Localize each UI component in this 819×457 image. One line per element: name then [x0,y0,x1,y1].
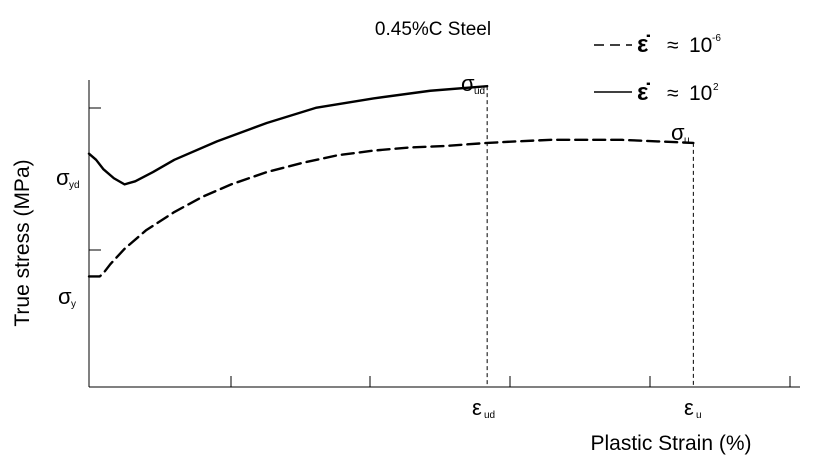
epsilon-ud-base: ε [472,395,482,420]
legend-solid-exponent: 2 [713,82,719,93]
sigma-yd-annotation: σ yd [56,165,80,191]
legend-entry-solid: ε̇ ≈ 10 2 [594,79,719,106]
axes [88,80,800,388]
legend-dashed-base: 10 [689,34,712,57]
epsilon-ud-annotation: ε ud [472,395,495,421]
epsilon-u-subscript: u [696,410,702,421]
dashed-series-line [87,138,695,278]
solid-series-line [87,84,489,186]
y-axis-label: True stress (MPa) [11,159,34,326]
epsilon-ud-subscript: ud [484,410,495,421]
legend-dashed-relation: ≈ [667,34,679,57]
legend-solid-epsilon: ε̇ [637,79,650,106]
legend-entry-dashed: ε̇ ≈ 10 -6 [594,31,721,58]
epsilon-u-annotation: ε u [684,395,702,421]
legend: ε̇ ≈ 10 -6 ε̇ ≈ 10 2 [594,31,721,106]
legend-solid-relation: ≈ [667,82,679,105]
sigma-ud-annotation: σ ud [461,71,485,97]
sigma-u-subscript: u [684,135,690,146]
x-axis-label: Plastic Strain (%) [590,432,751,455]
reference-lines [486,86,694,387]
sigma-y-annotation: σ y [58,284,76,310]
sigma-u-annotation: σ u [671,120,690,146]
sigma-u-base: σ [671,120,685,145]
chart-title: 0.45%C Steel [375,19,491,40]
sigma-ud-subscript: ud [474,86,485,97]
legend-dashed-exponent: -6 [712,33,721,44]
sigma-ud-base: σ [461,71,475,96]
sigma-y-subscript: y [71,299,76,310]
legend-dashed-epsilon: ε̇ [637,31,650,58]
legend-solid-base: 10 [689,82,712,105]
sigma-yd-base: σ [56,165,70,190]
sigma-yd-subscript: yd [69,180,80,191]
annotation-layer: σ ud σ u σ yd σ y ε ud ε u [56,71,702,421]
sigma-y-base: σ [58,284,72,309]
series-layer [87,84,695,278]
epsilon-u-base: ε [684,395,694,420]
title-layer: 0.45%C Steel Plastic Strain (%) True str… [11,19,752,455]
